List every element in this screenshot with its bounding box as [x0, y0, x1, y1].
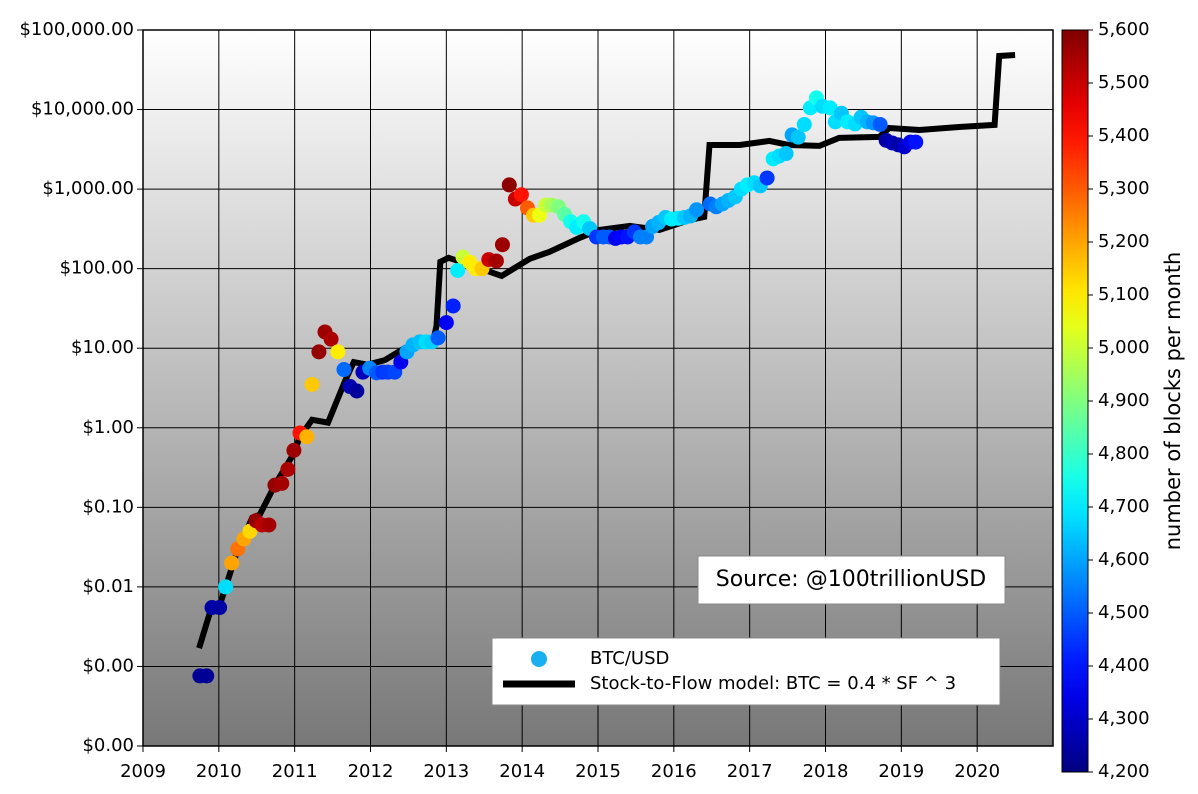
point: [349, 383, 365, 399]
colorbar-tick-label: 5,400: [1098, 125, 1150, 146]
point: [778, 146, 794, 162]
colorbar-tick-label: 5,100: [1098, 284, 1150, 305]
point: [330, 344, 346, 360]
point: [218, 579, 234, 595]
x-tick-label: 2009: [120, 761, 166, 782]
point: [450, 262, 466, 278]
colorbar: [1061, 29, 1089, 773]
point: [872, 116, 888, 132]
x-tick-label: 2012: [348, 761, 394, 782]
y-tick-label: $100,000.00: [19, 19, 134, 40]
colorbar-tick-label: 5,600: [1098, 19, 1150, 40]
colorbar-tick-label: 4,600: [1098, 549, 1150, 570]
x-tick-label: 2014: [499, 761, 545, 782]
point: [488, 253, 504, 269]
colorbar-tick-label: 4,400: [1098, 655, 1150, 676]
point: [286, 442, 302, 458]
y-tick-label: $10.00: [71, 337, 134, 358]
point: [445, 298, 461, 314]
point: [796, 116, 812, 132]
legend-label: Stock-to-Flow model: BTC = 0.4 * SF ^ 3: [590, 673, 956, 694]
colorbar-tick-label: 4,500: [1098, 602, 1150, 623]
point: [430, 330, 446, 346]
plot-frame: [142, 29, 1054, 747]
point: [908, 134, 924, 150]
y-tick-label: $0.00: [82, 735, 134, 756]
x-tick-label: 2018: [803, 761, 849, 782]
point: [311, 344, 327, 360]
y-tick-label: $0.00: [82, 655, 134, 676]
colorbar-tick-label: 4,900: [1098, 390, 1150, 411]
x-tick-label: 2015: [575, 761, 621, 782]
annotation-box: [697, 555, 1006, 605]
annotation: Source: @100trillionUSD: [716, 567, 987, 592]
x-tick-label: 2011: [272, 761, 318, 782]
point: [199, 668, 215, 684]
y-tick-label: $1,000.00: [42, 178, 134, 199]
x-tick-label: 2016: [651, 761, 697, 782]
x-tick-label: 2019: [878, 761, 924, 782]
point: [513, 187, 529, 203]
point: [501, 177, 517, 193]
y-tick-label: $10,000.00: [31, 99, 134, 120]
colorbar-label: number of blocks per month: [1161, 252, 1185, 551]
colorbar-tick-label: 5,200: [1098, 231, 1150, 252]
y-tick-label: $100.00: [60, 258, 134, 279]
point: [336, 362, 352, 378]
point: [212, 600, 228, 616]
point: [224, 555, 240, 571]
x-tick-label: 2013: [423, 761, 469, 782]
point: [494, 237, 510, 253]
colorbar-tick-label: 5,500: [1098, 72, 1150, 93]
legend-label: BTC/USD: [590, 648, 669, 669]
point: [304, 376, 320, 392]
colorbar-tick-label: 4,700: [1098, 496, 1150, 517]
x-tick-label: 2020: [954, 761, 1000, 782]
x-tick-label: 2010: [196, 761, 242, 782]
point: [261, 517, 277, 533]
legend: [491, 637, 1001, 706]
point: [274, 475, 290, 491]
point: [759, 170, 775, 186]
point: [790, 129, 806, 145]
x-tick-label: 2017: [727, 761, 773, 782]
colorbar-tick-label: 5,000: [1098, 337, 1150, 358]
colorbar-tick-label: 4,800: [1098, 443, 1150, 464]
legend-marker: [531, 651, 547, 667]
y-tick-label: $1.00: [82, 417, 134, 438]
point: [822, 100, 838, 116]
colorbar-tick-label: 5,300: [1098, 178, 1150, 199]
point: [438, 315, 454, 331]
y-tick-label: $0.01: [82, 576, 134, 597]
point: [689, 202, 705, 218]
point: [280, 461, 296, 477]
point: [323, 331, 339, 347]
colorbar-tick-label: 4,200: [1098, 761, 1150, 782]
colorbar-tick-label: 4,300: [1098, 708, 1150, 729]
point: [299, 429, 315, 445]
y-tick-label: $0.10: [82, 496, 134, 517]
